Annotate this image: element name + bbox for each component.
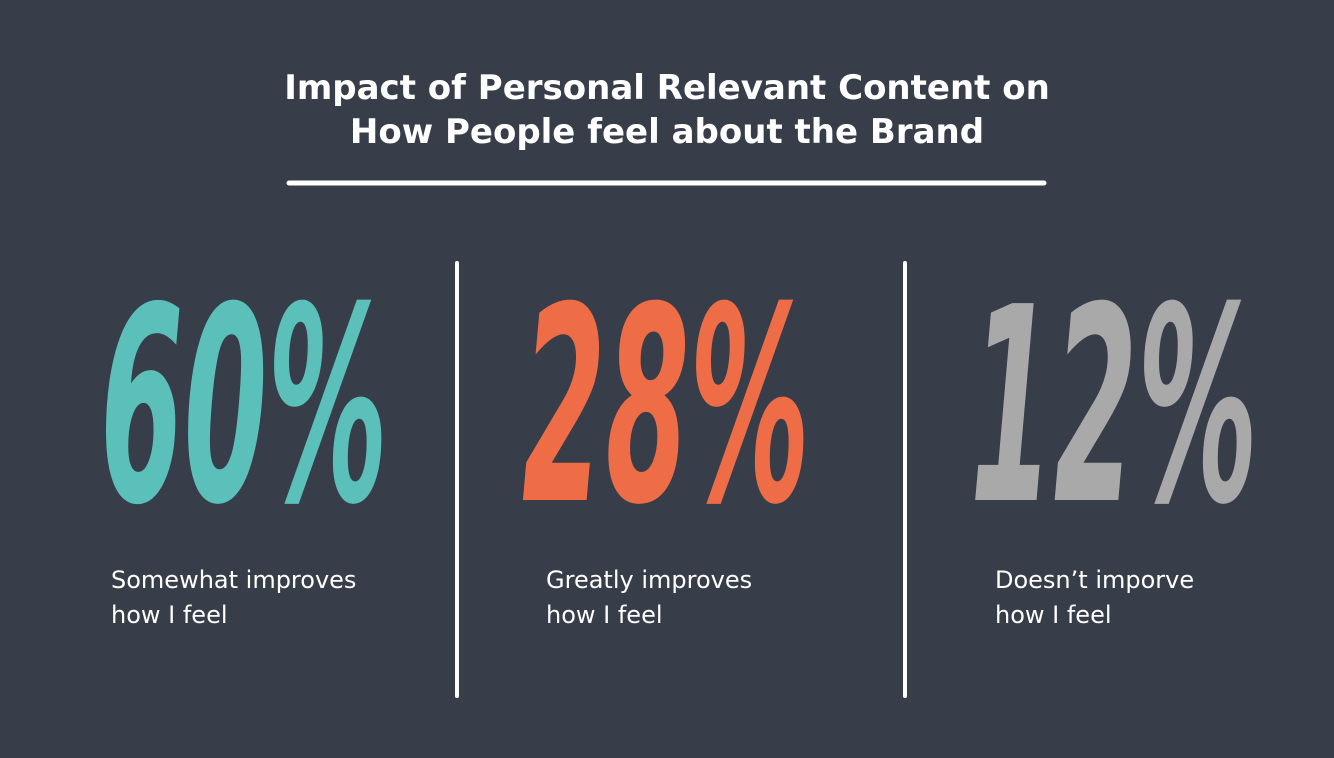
stat-value: 28%: [522, 249, 810, 564]
stat-value: 12%: [970, 249, 1258, 564]
stat-caption: how I feel: [546, 601, 663, 629]
stat-caption: Somewhat improves: [111, 566, 356, 594]
stat-caption: Greatly improves: [546, 566, 752, 594]
stat-value: 60%: [100, 249, 388, 564]
title-line: How People feel about the Brand: [350, 112, 984, 152]
stat-caption: how I feel: [995, 601, 1112, 629]
stat-caption: Doesn’t imporve: [995, 566, 1194, 594]
stat-caption: how I feel: [111, 601, 228, 629]
title-line: Impact of Personal Relevant Content on: [284, 68, 1050, 108]
